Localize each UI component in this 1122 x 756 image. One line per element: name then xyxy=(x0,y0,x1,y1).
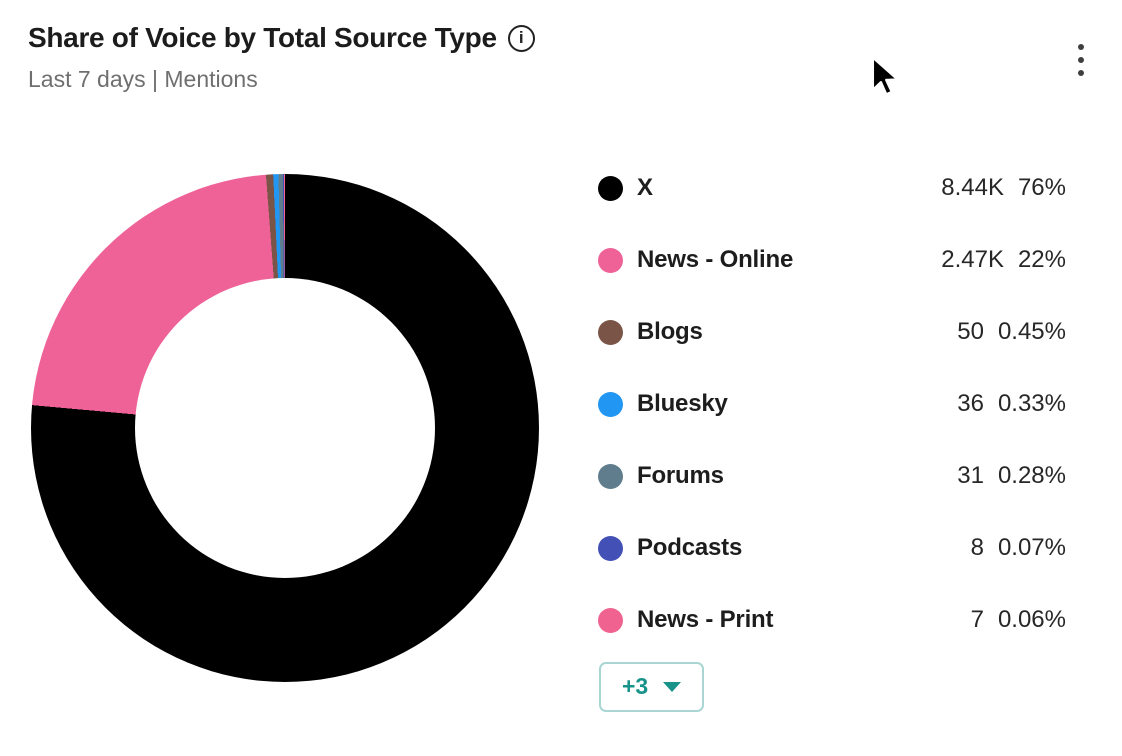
legend-value: 8 xyxy=(970,534,984,561)
legend-values: 31 0.28% xyxy=(957,462,1066,490)
legend-row[interactable]: News - Print 7 0.06% xyxy=(598,584,1066,656)
legend-row[interactable]: Bluesky 36 0.33% xyxy=(598,368,1066,440)
legend-label: Blogs xyxy=(637,318,703,345)
widget-subtitle: Last 7 days | Mentions xyxy=(28,66,258,92)
donut-hole xyxy=(135,278,435,578)
legend-color-dot xyxy=(598,319,623,345)
info-circle-icon[interactable]: i xyxy=(507,24,535,52)
legend-label: Forums xyxy=(637,462,724,489)
widget-title: Share of Voice by Total Source Type xyxy=(28,22,497,53)
legend-values: 50 0.45% xyxy=(957,318,1066,346)
legend-color-dot xyxy=(598,463,623,489)
legend-percent: 76% xyxy=(1017,174,1066,201)
show-more-label: +3 xyxy=(622,673,649,699)
legend-rows: X 8.44K 76% News - Online 2.47K 22% Blog… xyxy=(598,152,1066,656)
legend-label: Podcasts xyxy=(637,534,743,561)
legend-value: 31 xyxy=(957,462,984,489)
legend-label: Bluesky xyxy=(637,390,728,417)
show-more-button[interactable]: +3 xyxy=(599,662,705,712)
legend-label: News - Online xyxy=(637,246,794,273)
legend-label: News - Print xyxy=(637,606,774,633)
legend-color-dot xyxy=(598,247,623,273)
legend-row[interactable]: X 8.44K 76% xyxy=(598,152,1066,224)
legend-row[interactable]: Podcasts 8 0.07% xyxy=(598,512,1066,584)
legend-values: 8.44K 76% xyxy=(941,174,1066,202)
kebab-dot xyxy=(1078,57,1084,63)
legend-value: 36 xyxy=(957,390,984,417)
donut-chart-area xyxy=(31,174,539,682)
mouse-cursor-icon xyxy=(871,56,899,96)
legend-percent: 0.06% xyxy=(997,606,1066,633)
legend-percent: 0.28% xyxy=(997,462,1066,489)
legend-values: 36 0.33% xyxy=(957,390,1066,418)
legend-row[interactable]: Forums 31 0.28% xyxy=(598,440,1066,512)
legend-row[interactable]: Blogs 50 0.45% xyxy=(598,296,1066,368)
legend-label: X xyxy=(637,174,653,201)
legend-color-dot xyxy=(598,607,623,633)
legend-color-dot xyxy=(598,175,623,201)
legend-percent: 0.07% xyxy=(997,534,1066,561)
legend-value: 2.47K xyxy=(941,246,1004,273)
widget-header: Share of Voice by Total Source Type i xyxy=(28,22,535,54)
legend-color-dot xyxy=(598,535,623,561)
caret-down-icon xyxy=(663,681,682,692)
legend-percent: 0.33% xyxy=(997,390,1066,417)
legend-values: 8 0.07% xyxy=(971,534,1066,562)
legend-percent: 22% xyxy=(1017,246,1066,273)
kebab-dot xyxy=(1078,70,1084,76)
chart-legend: X 8.44K 76% News - Online 2.47K 22% Blog… xyxy=(598,152,1066,712)
kebab-menu-icon[interactable] xyxy=(1066,38,1096,82)
legend-values: 7 0.06% xyxy=(971,606,1066,634)
kebab-dot xyxy=(1078,44,1084,50)
legend-percent: 0.45% xyxy=(997,318,1066,345)
legend-value: 7 xyxy=(970,606,984,633)
legend-value: 8.44K xyxy=(941,174,1004,201)
legend-color-dot xyxy=(598,391,623,417)
legend-row[interactable]: News - Online 2.47K 22% xyxy=(598,224,1066,296)
legend-values: 2.47K 22% xyxy=(941,246,1066,274)
legend-value: 50 xyxy=(957,318,984,345)
